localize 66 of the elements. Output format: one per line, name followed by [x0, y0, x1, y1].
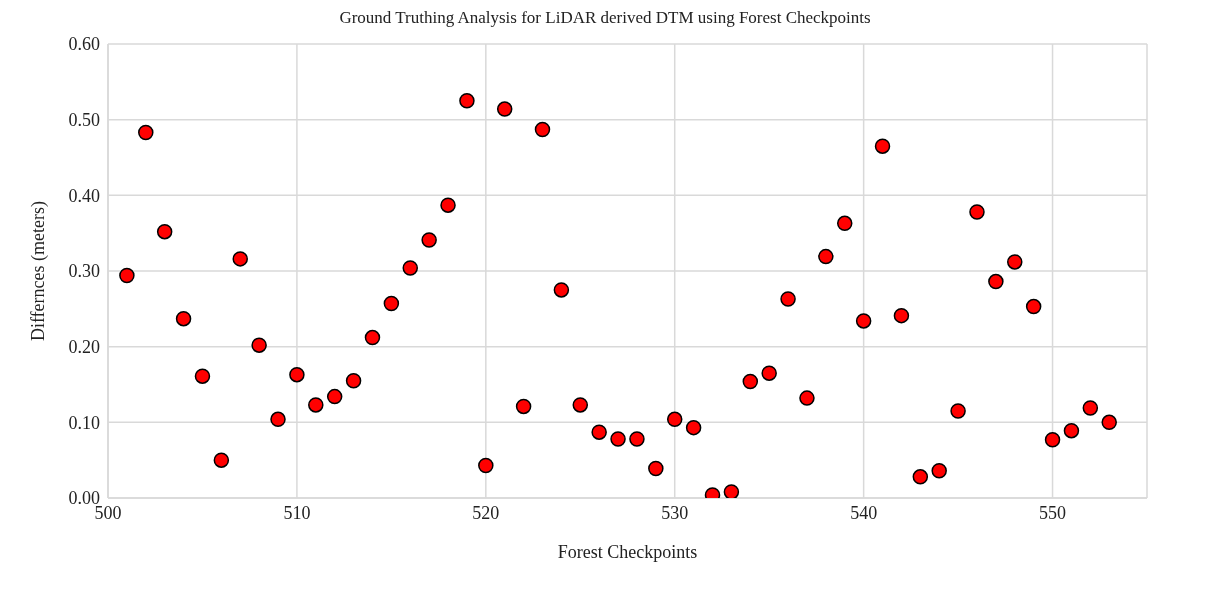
point: [138, 124, 154, 141]
point: [1063, 422, 1080, 439]
point: [610, 431, 626, 447]
point: [837, 215, 853, 232]
point: [459, 93, 475, 109]
point: [874, 138, 891, 154]
point: [950, 403, 966, 419]
point: [251, 337, 267, 353]
point: [1101, 414, 1117, 431]
point: [194, 368, 211, 384]
point: [364, 329, 381, 346]
point: [496, 101, 513, 117]
point: [572, 397, 589, 413]
point: [591, 424, 607, 440]
point: [1007, 254, 1023, 270]
point: [383, 295, 400, 312]
point: [780, 291, 796, 307]
point: [855, 313, 872, 329]
point: [666, 411, 683, 428]
point: [1025, 298, 1042, 315]
point: [799, 390, 815, 406]
y-tick-label: 0.40: [68, 185, 100, 206]
point: [156, 223, 173, 240]
point: [270, 411, 286, 428]
point: [213, 452, 230, 468]
point: [553, 282, 570, 298]
point: [648, 460, 664, 477]
point: [723, 484, 740, 498]
x-tick-label: 520: [472, 502, 500, 523]
point: [345, 372, 362, 389]
point: [931, 463, 947, 479]
point: [175, 310, 192, 327]
point: [893, 307, 910, 324]
point: [685, 419, 702, 436]
point: [818, 248, 834, 265]
point: [478, 457, 494, 474]
point: [629, 431, 645, 447]
point: [440, 197, 456, 213]
point: [988, 273, 1004, 290]
point: [1082, 400, 1099, 416]
point: [232, 251, 248, 267]
y-tick-label: 0.10: [68, 412, 100, 433]
point: [534, 121, 551, 138]
point: [515, 398, 532, 415]
point: [761, 365, 777, 381]
y-tick-label: 0.30: [68, 261, 100, 282]
point: [119, 267, 135, 284]
y-tick-label: 0.20: [68, 337, 100, 358]
x-tick-label: 550: [1039, 502, 1067, 523]
point: [1044, 431, 1061, 448]
point: [308, 397, 324, 413]
point: [742, 373, 759, 390]
point: [421, 232, 437, 248]
point: [402, 260, 419, 276]
x-tick-label: 540: [850, 502, 878, 523]
point: [326, 388, 343, 405]
x-tick-label: 510: [283, 502, 311, 523]
point: [289, 366, 305, 383]
y-tick-label: 0.60: [68, 34, 100, 55]
x-tick-label: 530: [661, 502, 689, 523]
chart-title: Ground Truthing Analysis for LiDAR derived DTM using Forest Checkpoints: [338, 8, 872, 28]
x-axis-title: Forest Checkpoints: [557, 542, 698, 562]
point: [912, 469, 929, 485]
point: [969, 204, 985, 220]
y-tick-label: 0.50: [68, 110, 100, 131]
y-axis-title: Differnces (meters): [28, 200, 50, 342]
